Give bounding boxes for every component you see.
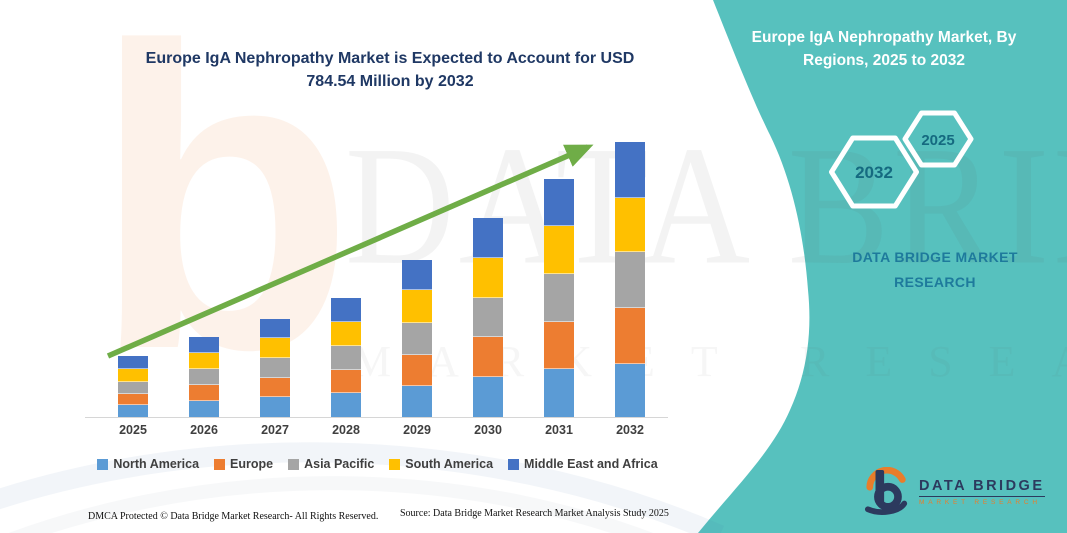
legend-swatch [508, 458, 520, 470]
segment-2032-asia-pacific [615, 252, 645, 308]
legend-swatch [389, 458, 401, 470]
segment-2026-asia-pacific [189, 369, 219, 386]
side-panel-brand-line2: RESEARCH [894, 274, 976, 291]
legend-label: North America [113, 457, 200, 471]
segment-2032-europe [615, 308, 645, 364]
databridge-logo: DATA BRIDGE MARKET RESEARCH [864, 467, 1045, 517]
segment-2032-middle-east-and-africa [615, 142, 645, 198]
segment-2030-north-america [473, 377, 503, 417]
segment-2025-south-america [118, 369, 148, 383]
segment-2027-asia-pacific [260, 357, 290, 378]
segment-2031-middle-east-and-africa [544, 178, 574, 227]
segment-2028-asia-pacific [331, 345, 361, 370]
segment-2026-south-america [189, 353, 219, 370]
legend-label: Europe [230, 457, 274, 471]
segment-2028-middle-east-and-africa [331, 298, 361, 322]
segment-2025-north-america [118, 405, 148, 417]
side-panel-brand: DATA BRIDGE MARKET RESEARCH [815, 245, 1055, 295]
databridge-logo-text: DATA BRIDGE MARKET RESEARCH [919, 478, 1045, 506]
bar-2026 [189, 337, 219, 417]
bar-2029 [402, 260, 432, 417]
x-axis-labels: 2025 2026 2027 2028 2029 2030 2031 2032 [85, 423, 670, 441]
x-label-2027: 2027 [261, 423, 289, 437]
x-label-2030: 2030 [474, 423, 502, 437]
legend-item-middle-east-and-africa: Middle East and Africa [508, 457, 658, 471]
badge-2025-label: 2025 [921, 132, 954, 149]
segment-2027-middle-east-and-africa [260, 318, 290, 339]
side-panel-brand-line1: DATA BRIDGE MARKET [852, 249, 1018, 265]
segment-2030-south-america [473, 257, 503, 298]
legend-label: Asia Pacific [304, 457, 375, 471]
legend-swatch [97, 458, 109, 470]
segment-2029-europe [402, 355, 432, 387]
x-axis-line [85, 417, 668, 418]
segment-2030-asia-pacific [473, 297, 503, 338]
segment-2027-south-america [260, 338, 290, 358]
badge-2032-label: 2032 [855, 163, 893, 182]
footer-source-text: Source: Data Bridge Market Research Mark… [400, 508, 669, 519]
bar-chart [85, 120, 670, 417]
chart-title: Europe IgA Nephropathy Market is Expecte… [145, 50, 635, 91]
logo-name: DATA BRIDGE [919, 478, 1045, 494]
legend-label: Middle East and Africa [524, 457, 658, 471]
x-label-2029: 2029 [403, 423, 431, 437]
segment-2029-asia-pacific [402, 322, 432, 356]
segment-2028-north-america [331, 393, 361, 417]
side-panel-heading-line1: Europe IgA Nephropathy Market, By [751, 29, 1017, 46]
segment-2029-north-america [402, 386, 432, 417]
bar-2032 [615, 142, 645, 417]
x-label-2031: 2031 [545, 423, 573, 437]
hexagon-badge-2025 [902, 110, 974, 168]
legend-label: South America [405, 457, 494, 471]
side-panel-heading-line2: Regions, 2025 to 2032 [803, 52, 965, 70]
bar-2027 [260, 318, 290, 417]
bar-2028 [331, 298, 361, 417]
legend-swatch [288, 458, 300, 470]
segment-2026-europe [189, 385, 219, 402]
logo-divider [919, 496, 1045, 497]
chart-legend: North America Europe Asia Pacific South Ame… [80, 457, 675, 471]
segment-2027-north-america [260, 397, 290, 417]
logo-subtitle: MARKET RESEARCH [919, 499, 1041, 506]
bar-2030 [473, 217, 503, 417]
segment-2025-europe [118, 393, 148, 406]
legend-item-south-america: South America [389, 457, 493, 471]
segment-2032-north-america [615, 363, 645, 417]
x-label-2032: 2032 [616, 423, 644, 437]
segment-2030-middle-east-and-africa [473, 217, 503, 258]
segment-2025-asia-pacific [118, 382, 148, 394]
segment-2031-south-america [544, 226, 574, 275]
segment-2029-south-america [402, 290, 432, 323]
footer-dmca-text: DMCA Protected © Data Bridge Market Rese… [88, 511, 379, 522]
year-badges: 2032 2025 [829, 110, 974, 209]
databridge-logo-icon [864, 467, 908, 515]
segment-2032-south-america [615, 197, 645, 252]
segment-2031-europe [544, 321, 574, 370]
legend-item-north-america: North America [97, 457, 199, 471]
segment-2031-north-america [544, 369, 574, 417]
x-label-2025: 2025 [119, 423, 147, 437]
segment-2031-asia-pacific [544, 274, 574, 322]
segment-2027-europe [260, 377, 290, 398]
segment-2026-middle-east-and-africa [189, 337, 219, 354]
legend-item-europe: Europe [214, 457, 273, 471]
segment-2030-europe [473, 337, 503, 378]
bar-2025 [118, 355, 148, 417]
bar-2031 [544, 178, 574, 417]
segment-2025-middle-east-and-africa [118, 355, 148, 370]
side-panel-heading: Europe IgA Nephropathy Market, By Region… [728, 26, 1040, 73]
segment-2029-middle-east-and-africa [402, 260, 432, 291]
hexagon-badge-2032 [829, 135, 919, 209]
x-label-2026: 2026 [190, 423, 218, 437]
legend-swatch [214, 458, 226, 470]
segment-2026-north-america [189, 401, 219, 417]
segment-2028-europe [331, 369, 361, 394]
segment-2028-south-america [331, 322, 361, 346]
x-label-2028: 2028 [332, 423, 360, 437]
legend-item-asia-pacific: Asia Pacific [288, 457, 374, 471]
